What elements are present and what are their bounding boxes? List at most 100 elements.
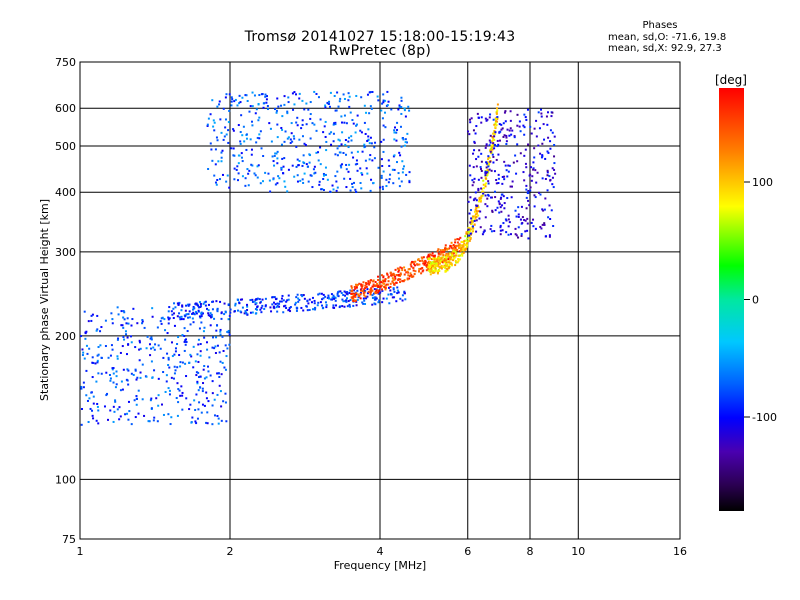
- scatter-point: [176, 414, 179, 417]
- scatter-point: [183, 334, 186, 337]
- scatter-point: [355, 159, 358, 162]
- scatter-point: [530, 166, 533, 169]
- scatter-point: [105, 394, 108, 397]
- scatter-point: [90, 391, 93, 394]
- scatter-point: [298, 138, 301, 141]
- scatter-point: [505, 219, 508, 222]
- scatter-point: [195, 371, 198, 374]
- scatter-point: [511, 180, 514, 183]
- scatter-point: [336, 91, 339, 94]
- scatter-point: [516, 124, 519, 127]
- scatter-point: [437, 261, 440, 264]
- scatter-point: [553, 155, 556, 158]
- scatter-point: [216, 344, 219, 347]
- scatter-point: [472, 227, 475, 230]
- scatter-point: [448, 255, 451, 258]
- scatter-point: [543, 223, 546, 226]
- scatter-point: [436, 250, 439, 253]
- scatter-point: [371, 159, 374, 162]
- scatter-point: [432, 255, 435, 258]
- scatter-point: [173, 302, 176, 305]
- scatter-point: [487, 194, 490, 197]
- scatter-point: [308, 298, 311, 301]
- scatter-point: [533, 205, 536, 208]
- scatter-point: [426, 261, 429, 264]
- scatter-point: [344, 143, 347, 146]
- scatter-point: [262, 106, 265, 109]
- scatter-point: [445, 256, 448, 259]
- scatter-point: [282, 165, 285, 168]
- scatter-point: [345, 299, 348, 302]
- scatter-point: [369, 281, 372, 284]
- scatter-point: [217, 160, 220, 163]
- scatter-point: [418, 263, 421, 266]
- scatter-point: [340, 292, 343, 295]
- scatter-point: [404, 115, 407, 118]
- scatter-point: [241, 298, 244, 301]
- scatter-point: [320, 292, 323, 295]
- scatter-point: [253, 94, 256, 97]
- scatter-point: [104, 345, 107, 348]
- scatter-point: [192, 305, 195, 308]
- scatter-point: [178, 301, 181, 304]
- scatter-point: [207, 365, 210, 368]
- scatter-point: [494, 196, 497, 199]
- scatter-point: [344, 294, 347, 297]
- scatter-point: [120, 324, 123, 327]
- scatter-point: [400, 106, 403, 109]
- scatter-point: [405, 141, 408, 144]
- scatter-point: [286, 190, 289, 193]
- scatter-point: [371, 303, 374, 306]
- scatter-point: [393, 290, 396, 293]
- scatter-point: [364, 159, 367, 162]
- scatter-point: [479, 199, 482, 202]
- scatter-point: [168, 317, 171, 320]
- scatter-point: [300, 127, 303, 130]
- scatter-point: [287, 101, 290, 104]
- scatter-point: [498, 211, 501, 214]
- scatter-point: [418, 267, 421, 270]
- scatter-point: [187, 313, 190, 316]
- scatter-point: [256, 165, 259, 168]
- scatter-point: [296, 116, 299, 119]
- scatter-point: [175, 397, 178, 400]
- scatter-point: [112, 420, 115, 423]
- scatter-point: [281, 294, 284, 297]
- scatter-point: [493, 170, 496, 173]
- scatter-point: [298, 97, 301, 100]
- scatter-point: [286, 110, 289, 113]
- scatter-point: [489, 228, 492, 231]
- scatter-point: [520, 234, 523, 237]
- scatter-point: [492, 132, 495, 135]
- scatter-point: [238, 102, 241, 105]
- scatter-point: [369, 293, 372, 296]
- scatter-point: [477, 214, 480, 217]
- scatter-point: [442, 253, 445, 256]
- scatter-point: [468, 212, 471, 215]
- scatter-point: [542, 123, 545, 126]
- scatter-point: [205, 397, 208, 400]
- scatter-point: [527, 199, 530, 202]
- scatter-point: [122, 368, 125, 371]
- scatter-point: [551, 131, 554, 134]
- scatter-point: [346, 291, 349, 294]
- scatter-point: [295, 145, 298, 148]
- scatter-point: [444, 254, 447, 257]
- scatter-point: [119, 415, 122, 418]
- scatter-point: [91, 376, 94, 379]
- scatter-point: [523, 113, 526, 116]
- scatter-point: [118, 406, 121, 409]
- scatter-point: [546, 111, 549, 114]
- scatter-point: [489, 141, 492, 144]
- scatter-point: [285, 306, 288, 309]
- scatter-point: [468, 239, 471, 242]
- scatter-point: [482, 231, 485, 234]
- scatter-point: [245, 148, 248, 151]
- scatter-point: [408, 268, 411, 271]
- scatter-point: [197, 343, 200, 346]
- scatter-point: [380, 284, 383, 287]
- scatter-point: [143, 326, 146, 329]
- scatter-point: [545, 115, 548, 118]
- scatter-point: [374, 285, 377, 288]
- scatter-point: [494, 209, 497, 212]
